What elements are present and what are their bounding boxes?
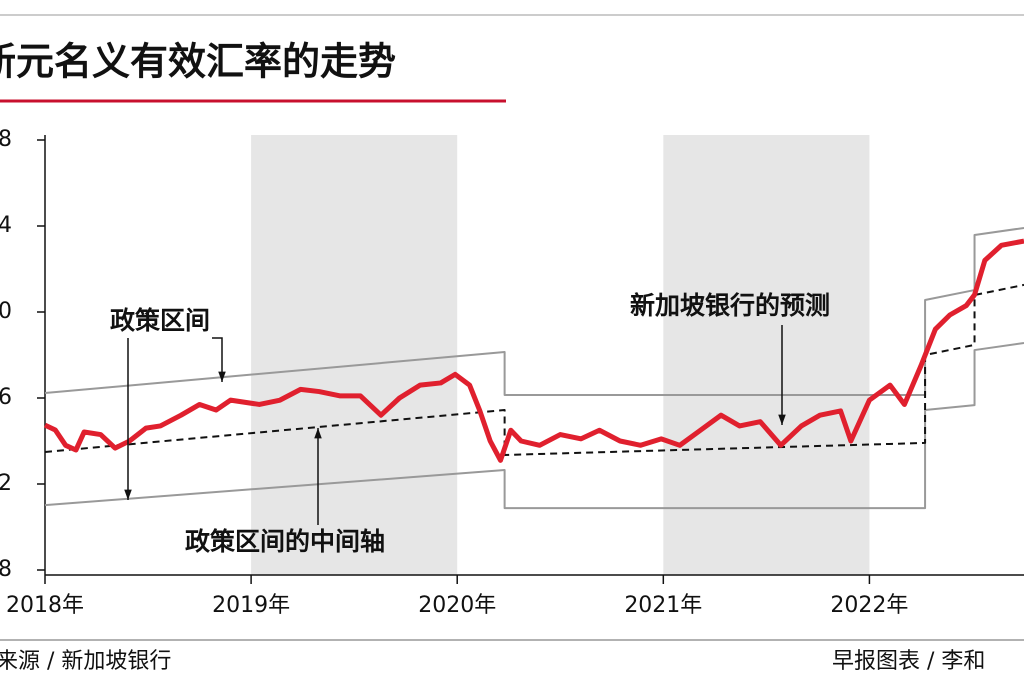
x-tick-label: 2018年 xyxy=(6,593,84,618)
shaded-period xyxy=(663,135,870,575)
annotation: 新加坡银行的预测 xyxy=(630,291,830,320)
y-tick-label: 116 xyxy=(0,385,12,410)
y-tick-label: 120 xyxy=(0,299,12,324)
band-line xyxy=(44,283,1024,456)
arrow-head xyxy=(778,414,786,425)
y-tick-label: 124 xyxy=(0,213,12,238)
source: 资料来源 / 新加坡银行 xyxy=(0,649,171,674)
chart-title: 新元名义有效汇率的走势 xyxy=(0,40,396,84)
annotation: 政策区间的中间轴 xyxy=(185,527,385,556)
annotation-arrow xyxy=(212,337,223,382)
band-line xyxy=(44,341,1024,510)
y-tick-label: 112 xyxy=(0,471,12,496)
arrow-head xyxy=(218,371,226,382)
x-tick-label: 2020年 xyxy=(418,593,496,618)
y-tick-label: 128 xyxy=(0,127,12,152)
x-tick-label: 2021年 xyxy=(624,593,702,618)
arrow-head xyxy=(124,489,132,500)
annotation: 政策区间 xyxy=(110,306,210,335)
shaded-period xyxy=(251,135,458,575)
x-tick-label: 2022年 xyxy=(830,593,908,618)
x-tick-label: 2019年 xyxy=(212,593,290,618)
y-tick-label: 108 xyxy=(0,557,12,582)
data-line xyxy=(43,238,1024,463)
credit: 早报图表 / 李和 xyxy=(832,649,985,674)
arrow-head xyxy=(314,428,322,439)
band-line xyxy=(44,226,1024,396)
